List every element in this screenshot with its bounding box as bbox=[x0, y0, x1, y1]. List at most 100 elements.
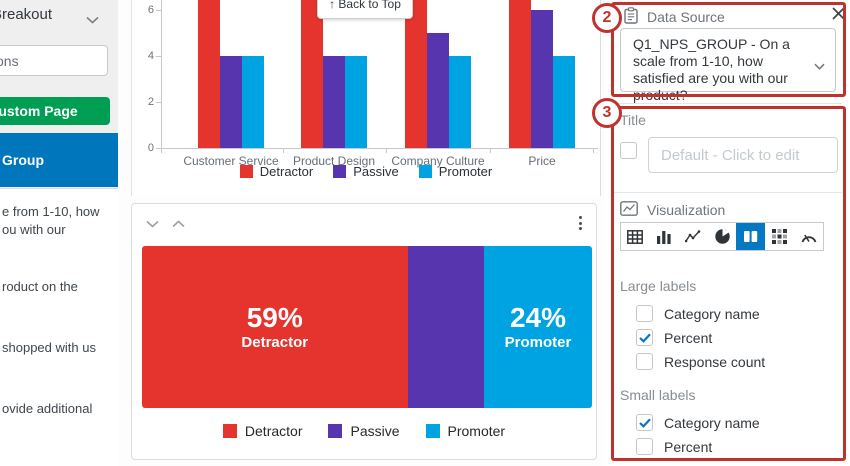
stacked-bar-card: 59% Detractor 24% Promoter Detractor Passiv… bbox=[131, 203, 597, 460]
legend-item-detractor: Detractor bbox=[222, 423, 302, 439]
sidebar-question-item[interactable]: e from 1-10, how ou with our bbox=[2, 204, 100, 237]
viz-stacked-bar-icon[interactable] bbox=[736, 223, 766, 250]
bar-promoter bbox=[242, 56, 264, 148]
data-source-value: Q1_NPS_GROUP - On a scale from 1-10, how… bbox=[633, 36, 790, 103]
sidebar-item-group-selected[interactable]: Group bbox=[0, 133, 118, 187]
viz-pie-chart-icon[interactable] bbox=[708, 223, 737, 250]
bar-passive bbox=[427, 33, 449, 148]
y-tick-mark bbox=[156, 56, 161, 57]
bar-promoter bbox=[345, 56, 367, 148]
data-source-label: Data Source bbox=[647, 9, 725, 25]
legend-item-promoter: Promoter bbox=[418, 164, 492, 179]
small-labels-group: Category name Percent bbox=[636, 414, 760, 462]
bar-detractor bbox=[301, 0, 323, 148]
y-axis-line bbox=[161, 0, 162, 148]
checkbox[interactable] bbox=[636, 305, 653, 322]
y-tick-mark bbox=[156, 148, 161, 149]
bar-promoter bbox=[553, 56, 575, 148]
grouped-bar-chart-card: 0 2 4 6 Customer Service Product Design Compan… bbox=[131, 0, 601, 196]
sidebar: Breakout ons ustom Page Group e from 1-1… bbox=[0, 0, 119, 466]
legend-item-passive: Passive bbox=[333, 164, 399, 179]
viz-line-chart-icon[interactable] bbox=[679, 223, 708, 250]
checkbox-label: Response count bbox=[664, 353, 766, 370]
y-tick-label: 2 bbox=[147, 96, 154, 108]
checkbox-row: Category name bbox=[636, 414, 760, 431]
visualization-label: Visualization bbox=[647, 202, 726, 218]
x-boundary-tick bbox=[489, 148, 491, 153]
legend-item-passive: Passive bbox=[328, 423, 400, 439]
data-source-header: Data Source bbox=[624, 7, 725, 27]
checkbox-label: Category name bbox=[664, 305, 760, 322]
sidebar-question-item[interactable]: ovide additional bbox=[2, 401, 93, 416]
bar-passive bbox=[531, 10, 553, 148]
breakout-dropdown[interactable]: Breakout bbox=[0, 6, 52, 23]
sidebar-question-item[interactable]: roduct on the bbox=[2, 279, 78, 294]
title-checkbox[interactable] bbox=[620, 142, 637, 159]
collapse-chevron-down-icon[interactable] bbox=[146, 215, 159, 233]
small-labels-header: Small labels bbox=[620, 387, 696, 403]
checkbox-row: Percent bbox=[636, 329, 765, 346]
category-label: Company Culture bbox=[391, 154, 485, 168]
settings-panel: Data Source Q1_NPS_GROUP - On a scale fr… bbox=[604, 0, 850, 466]
title-section-label: Title bbox=[620, 112, 646, 128]
close-icon[interactable] bbox=[830, 5, 847, 27]
x-boundary-tick bbox=[161, 148, 162, 153]
legend-item-promoter: Promoter bbox=[425, 423, 505, 439]
visualization-header: Visualization bbox=[620, 201, 725, 219]
y-tick-mark bbox=[156, 102, 161, 103]
chart-legend: Detractor Passive Promoter bbox=[132, 164, 600, 179]
move-chevron-up-icon[interactable] bbox=[172, 215, 185, 233]
chevron-down-icon bbox=[86, 11, 99, 29]
visualization-toolbar bbox=[620, 222, 824, 251]
bar-detractor bbox=[509, 0, 531, 148]
bar-passive bbox=[323, 56, 345, 148]
x-boundary-tick bbox=[386, 148, 387, 153]
y-tick-mark bbox=[156, 10, 161, 11]
x-boundary-tick bbox=[282, 148, 284, 153]
checkbox-label: Percent bbox=[664, 329, 713, 346]
y-tick-label: 0 bbox=[147, 142, 154, 154]
large-labels-group: Category name Percent Response count bbox=[636, 305, 765, 377]
data-source-select[interactable]: Q1_NPS_GROUP - On a scale from 1-10, how… bbox=[620, 28, 836, 103]
chart-picture-icon bbox=[620, 201, 638, 219]
stacked-bar: 59% Detractor 24% Promoter bbox=[142, 246, 592, 408]
checkbox-row: Percent bbox=[636, 438, 760, 455]
segment-detractor[interactable]: 59% Detractor bbox=[142, 246, 408, 408]
checkbox-checked[interactable] bbox=[636, 414, 653, 431]
segment-promoter[interactable]: 24% Promoter bbox=[484, 246, 592, 408]
viz-gauge-icon[interactable] bbox=[794, 223, 823, 250]
chevron-down-icon bbox=[814, 57, 825, 75]
checkbox-row: Category name bbox=[636, 305, 765, 322]
checkbox[interactable] bbox=[636, 353, 653, 370]
category-label: Price bbox=[528, 154, 556, 168]
large-labels-header: Large labels bbox=[620, 278, 697, 294]
sidebar-question-item[interactable]: shopped with us bbox=[2, 340, 96, 355]
bar-detractor bbox=[198, 0, 220, 148]
bar-detractor bbox=[405, 0, 427, 148]
bar-passive bbox=[220, 56, 242, 148]
divider bbox=[612, 103, 842, 104]
viz-table-icon[interactable] bbox=[621, 223, 650, 250]
viz-bar-chart-icon[interactable] bbox=[650, 223, 679, 250]
category-label: Customer Service bbox=[183, 154, 279, 168]
clipboard-icon bbox=[624, 7, 638, 27]
y-tick-label: 6 bbox=[147, 4, 154, 16]
segment-passive[interactable] bbox=[407, 246, 484, 408]
checkbox[interactable] bbox=[636, 438, 653, 455]
kebab-menu-icon[interactable] bbox=[577, 214, 584, 232]
title-input[interactable] bbox=[648, 137, 838, 173]
bar-promoter bbox=[449, 56, 471, 148]
checkbox-checked[interactable] bbox=[636, 329, 653, 346]
viz-matrix-icon[interactable] bbox=[765, 223, 794, 250]
back-to-top-button[interactable]: ↑ Back to Top bbox=[317, 0, 413, 19]
legend-item-detractor: Detractor bbox=[239, 164, 313, 179]
question-list: e from 1-10, how ou with our roduct on the… bbox=[0, 188, 118, 466]
x-boundary-tick bbox=[593, 148, 594, 153]
x-axis-line bbox=[161, 148, 598, 149]
category-label: Product Design bbox=[292, 154, 376, 168]
divider bbox=[612, 192, 842, 193]
custom-page-button[interactable]: ustom Page bbox=[0, 97, 110, 125]
checkbox-label: Category name bbox=[664, 414, 760, 431]
question-search-input[interactable]: ons bbox=[0, 45, 108, 76]
